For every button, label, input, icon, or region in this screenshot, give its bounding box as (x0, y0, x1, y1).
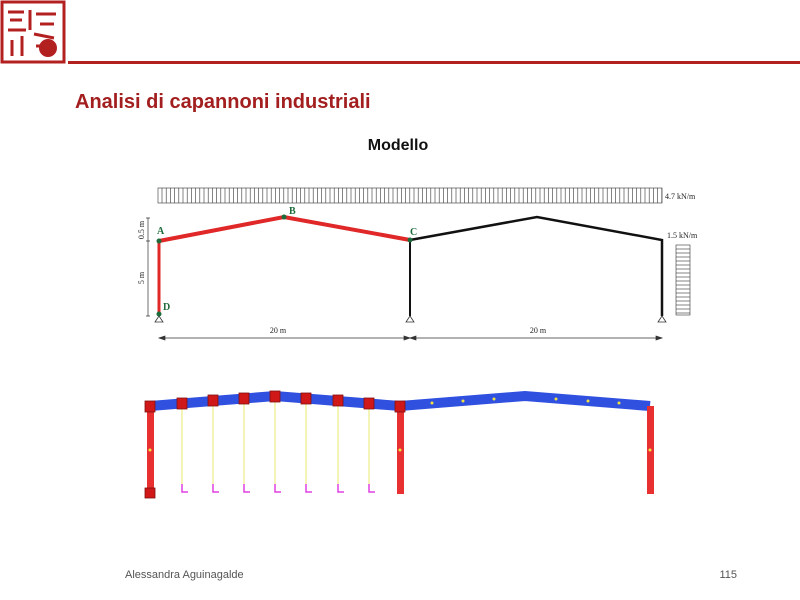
dimension-label: 5 m (137, 271, 146, 284)
load-label: 1.5 kN/m (667, 231, 698, 240)
structural-model (144, 390, 654, 499)
footer-author: Alessandra Aguinagalde (125, 569, 244, 581)
figure-heading: Modello (368, 137, 429, 154)
node-label: A (157, 226, 165, 237)
node-label: C (410, 227, 417, 238)
dimension-label: 20 m (270, 326, 287, 335)
page-number: 115 (719, 569, 737, 581)
slide-title: Analisi di capannoni industriali (75, 91, 371, 113)
header-rule (68, 61, 800, 64)
node-label: D (163, 302, 170, 313)
dimension-label: 20 m (530, 326, 547, 335)
dimension-label: 0.5 m (137, 220, 146, 239)
logo (0, 0, 66, 64)
node-label: B (289, 206, 296, 217)
load-label: 4.7 kN/m (665, 192, 696, 201)
frame-diagram: 4.7 kN/m 1.5 kN/m A B C D 20 m 20 m 0.5 … (137, 187, 698, 341)
